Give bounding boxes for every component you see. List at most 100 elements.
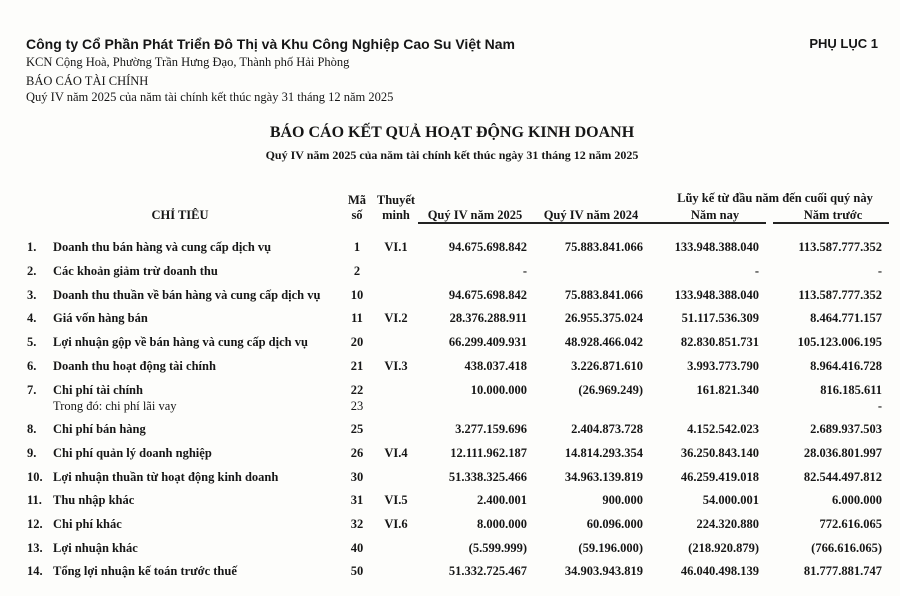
row-code: 31	[350, 493, 364, 507]
row-number: 9.	[27, 446, 37, 460]
row-code: 10	[350, 288, 364, 302]
value-q4-2024: 60.096.000	[586, 517, 643, 531]
row-label: Lợi nhuận thuần từ hoạt động kinh doanh	[53, 470, 279, 484]
value-ytd-current: (218.920.879)	[688, 541, 759, 555]
header-underline	[418, 222, 766, 224]
value-q4-2024: (59.196.000)	[578, 541, 643, 555]
value-ytd-prior: -	[877, 264, 882, 278]
value-q4-2025: 28.376.288.911	[449, 311, 527, 325]
value-ytd-prior: (766.616.065)	[811, 541, 882, 555]
value-q4-2025: 51.338.325.466	[448, 470, 527, 484]
value-q4-2024: 14.814.293.354	[564, 446, 643, 460]
value-q4-2025: 12.111.962.187	[450, 446, 527, 460]
value-q4-2024: 26.955.375.024	[564, 311, 643, 325]
value-ytd-prior: -	[877, 399, 882, 413]
table-row: 4. Giá vốn hàng bán 11 VI.2 28.376.288.911 26…	[0, 311, 900, 331]
value-ytd-current: 36.250.843.140	[680, 446, 759, 460]
value-ytd-prior: 8.464.771.157	[810, 311, 882, 325]
row-code: 32	[350, 517, 364, 531]
row-note: VI.1	[384, 240, 408, 254]
table-row: 14. Tổng lợi nhuận kế toán trước thuế 50 51…	[0, 564, 900, 584]
value-ytd-current: 54.000.001	[702, 493, 759, 507]
value-ytd-prior: 772.616.065	[819, 517, 883, 531]
header-code-line1: Mã	[347, 193, 367, 207]
value-q4-2025: -	[522, 264, 527, 278]
row-code: 40	[350, 541, 364, 555]
row-code: 23	[350, 399, 364, 413]
table-row: 13. Lợi nhuận khác 40 (5.599.999) (59.196.00…	[0, 541, 900, 561]
value-q4-2025: 3.277.159.696	[455, 422, 527, 436]
header-underline	[773, 222, 889, 224]
header-q4-2024: Quý IV năm 2024	[543, 208, 639, 222]
value-q4-2024: 3.226.871.610	[571, 359, 643, 373]
value-ytd-current: 46.259.419.018	[680, 470, 759, 484]
page-subtitle: Quý IV năm 2025 của năm tài chính kết th…	[265, 148, 639, 162]
page-title: BÁO CÁO KẾT QUẢ HOẠT ĐỘNG KINH DOANH	[269, 124, 635, 141]
appendix-label: PHỤ LỤC 1	[809, 36, 878, 51]
row-code: 21	[350, 359, 364, 373]
value-ytd-prior: 28.036.801.997	[803, 446, 882, 460]
company-address: KCN Cộng Hoà, Phường Trần Hưng Đạo, Thàn…	[26, 55, 350, 69]
table-row: 10. Lợi nhuận thuần từ hoạt động kinh doa…	[0, 470, 900, 490]
value-ytd-current: -	[754, 264, 759, 278]
value-ytd-prior: 81.777.881.747	[803, 564, 882, 578]
row-label: Các khoản giảm trừ doanh thu	[53, 264, 218, 278]
value-q4-2024: 2.404.873.728	[571, 422, 643, 436]
value-q4-2024: 34.903.943.819	[564, 564, 643, 578]
value-q4-2025: (5.599.999)	[468, 541, 527, 555]
table-row: 2. Các khoản giảm trừ doanh thu 2 - - -	[0, 264, 900, 284]
value-ytd-current: 46.040.498.139	[680, 564, 759, 578]
company-name: Công ty Cổ Phần Phát Triển Đô Thị và Khu…	[26, 36, 515, 52]
value-q4-2024: 75.883.841.066	[564, 240, 643, 254]
row-number: 14.	[27, 564, 43, 578]
row-note: VI.6	[384, 517, 408, 531]
header-item: CHỈ TIÊU	[151, 208, 209, 222]
value-q4-2025: 2.400.001	[477, 493, 527, 507]
value-q4-2025: 94.675.698.842	[448, 240, 527, 254]
row-label: Doanh thu thuần về bán hàng và cung cấp …	[53, 288, 321, 302]
row-code: 2	[353, 264, 361, 278]
header-ytd-group: Lũy kế từ đầu năm đến cuối quý này	[677, 191, 873, 205]
row-number: 4.	[27, 311, 37, 325]
row-code: 11	[351, 311, 363, 325]
value-ytd-prior: 105.123.006.195	[797, 335, 882, 349]
table-row: 8. Chi phí bán hàng 25 3.277.159.696 2.404.8…	[0, 422, 900, 442]
value-ytd-current: 4.152.542.023	[687, 422, 759, 436]
header-ytd-current: Năm nay	[690, 208, 740, 222]
row-number: 7.	[27, 383, 37, 397]
row-code: 1	[353, 240, 361, 254]
value-ytd-prior: 816.185.611	[820, 383, 882, 397]
header-ytd-prior: Năm trước	[803, 208, 863, 222]
row-label: Doanh thu bán hàng và cung cấp dịch vụ	[53, 240, 272, 254]
row-number: 6.	[27, 359, 37, 373]
table-row: 11. Thu nhập khác 31 VI.5 2.400.001 900.000 54…	[0, 493, 900, 513]
row-label: Tổng lợi nhuận kế toán trước thuế	[53, 564, 237, 578]
value-q4-2025: 66.299.409.931	[448, 335, 527, 349]
table-row: 7. Chi phí tài chính 22 10.000.000 (26.969.2…	[0, 383, 900, 403]
row-label: Thu nhập khác	[53, 493, 135, 507]
row-number: 12.	[27, 517, 43, 531]
report-period: Quý IV năm 2025 của năm tài chính kết th…	[26, 90, 394, 104]
table-row: 12. Chi phí khác 32 VI.6 8.000.000 60.096.000…	[0, 517, 900, 537]
table-row: 3. Doanh thu thuần về bán hàng và cung cấ…	[0, 288, 900, 308]
row-label: Chi phí khác	[53, 517, 122, 531]
value-ytd-prior: 8.964.416.728	[810, 359, 882, 373]
row-label: Lợi nhuận gộp về bán hàng và cung cấp dị…	[53, 335, 308, 349]
value-ytd-current: 133.948.388.040	[674, 240, 759, 254]
row-number: 5.	[27, 335, 37, 349]
value-q4-2025: 438.037.418	[464, 359, 528, 373]
value-ytd-prior: 6.000.000	[832, 493, 882, 507]
row-label: Chi phí tài chính	[53, 383, 143, 397]
table-row: 5. Lợi nhuận gộp về bán hàng và cung cấp …	[0, 335, 900, 355]
value-ytd-prior: 82.544.497.812	[803, 470, 882, 484]
value-ytd-current: 51.117.536.309	[681, 311, 759, 325]
table-row: 1. Doanh thu bán hàng và cung cấp dịch vụ…	[0, 240, 900, 260]
value-q4-2025: 10.000.000	[470, 383, 527, 397]
row-label: Lợi nhuận khác	[53, 541, 138, 555]
row-code: 22	[350, 383, 364, 397]
header-code-line2: số	[351, 208, 363, 222]
row-number: 1.	[27, 240, 37, 254]
value-q4-2025: 51.332.725.467	[448, 564, 527, 578]
row-label: Doanh thu hoạt động tài chính	[53, 359, 216, 373]
row-note: VI.5	[384, 493, 408, 507]
